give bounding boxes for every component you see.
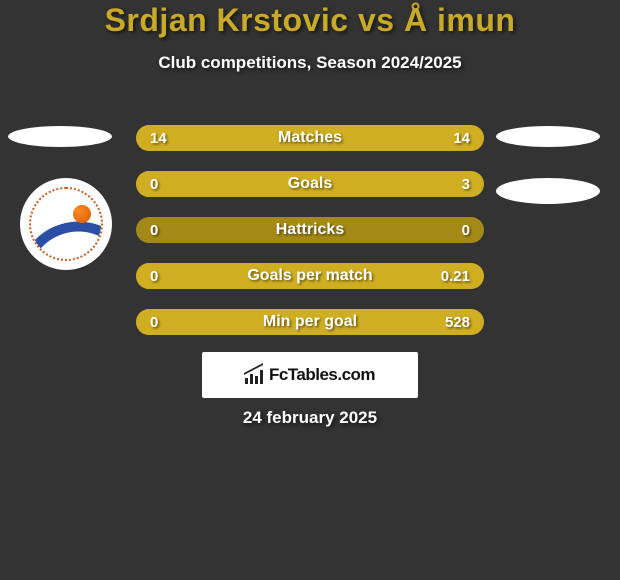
club-right-logo-placeholder bbox=[496, 178, 600, 204]
stat-value-left: 0 bbox=[136, 268, 196, 285]
player-left-photo-placeholder bbox=[8, 126, 112, 147]
club-badge-swoosh bbox=[29, 206, 103, 261]
club-badge-ball-icon bbox=[73, 205, 91, 223]
stat-label: Min per goal bbox=[196, 313, 424, 331]
stat-row: 0Hattricks0 bbox=[136, 217, 484, 243]
club-left-logo-inner bbox=[29, 187, 103, 261]
stat-label: Goals bbox=[196, 175, 424, 193]
infographic-root: Srdjan Krstovic vs Å imun Club competiti… bbox=[0, 0, 620, 580]
stat-value-left: 0 bbox=[136, 314, 196, 331]
stat-value-right: 14 bbox=[424, 130, 484, 147]
club-left-logo bbox=[20, 178, 112, 270]
stat-row: 0Goals per match0.21 bbox=[136, 263, 484, 289]
page-subtitle: Club competitions, Season 2024/2025 bbox=[0, 53, 620, 73]
stat-value-right: 528 bbox=[424, 314, 484, 331]
player-right-photo-placeholder bbox=[496, 126, 600, 147]
stat-value-right: 0.21 bbox=[424, 268, 484, 285]
stat-row: 0Min per goal528 bbox=[136, 309, 484, 335]
stat-value-left: 0 bbox=[136, 222, 196, 239]
brand-box: FcTables.com bbox=[202, 352, 418, 398]
stat-label: Matches bbox=[196, 129, 424, 147]
stat-row: 14Matches14 bbox=[136, 125, 484, 151]
stat-label: Goals per match bbox=[196, 267, 424, 285]
stat-value-right: 0 bbox=[424, 222, 484, 239]
stat-row: 0Goals3 bbox=[136, 171, 484, 197]
stat-value-right: 3 bbox=[424, 176, 484, 193]
brand-text: FcTables.com bbox=[269, 365, 375, 385]
brand-chart-icon bbox=[245, 366, 265, 384]
page-title: Srdjan Krstovic vs Å imun bbox=[0, 0, 620, 39]
stat-label: Hattricks bbox=[196, 221, 424, 239]
stat-value-left: 0 bbox=[136, 176, 196, 193]
date-text: 24 february 2025 bbox=[0, 408, 620, 428]
stat-value-left: 14 bbox=[136, 130, 196, 147]
brand-name: FcTables.com bbox=[269, 365, 375, 384]
stat-rows: 14Matches140Goals30Hattricks00Goals per … bbox=[136, 125, 484, 355]
